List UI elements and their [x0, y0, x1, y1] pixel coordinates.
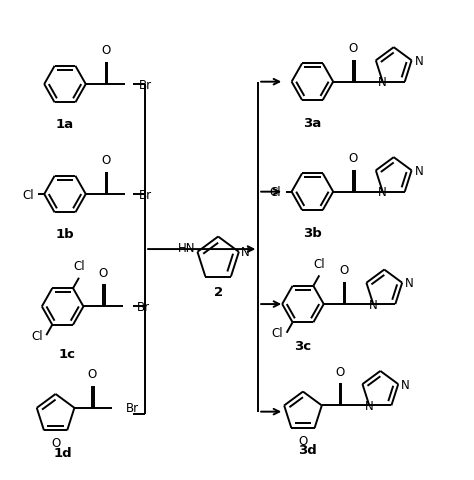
- Text: N: N: [241, 246, 250, 259]
- Text: O: O: [335, 365, 344, 378]
- Text: Cl: Cl: [73, 260, 85, 273]
- Text: 1d: 1d: [54, 446, 72, 459]
- Text: Br: Br: [139, 188, 152, 201]
- Text: N: N: [405, 276, 414, 289]
- Text: Cl: Cl: [22, 188, 34, 201]
- Text: N: N: [414, 165, 423, 178]
- Text: Cl: Cl: [269, 186, 281, 199]
- Text: O: O: [51, 436, 60, 449]
- Text: 2: 2: [214, 285, 223, 298]
- Text: N: N: [365, 399, 374, 412]
- Text: Cl: Cl: [271, 326, 283, 339]
- Text: N: N: [369, 298, 378, 311]
- Text: 1c: 1c: [59, 348, 76, 360]
- Text: 1a: 1a: [56, 118, 74, 131]
- Text: 3d: 3d: [298, 444, 317, 456]
- Text: 1b: 1b: [55, 228, 74, 240]
- Text: O: O: [101, 44, 110, 57]
- Text: HN: HN: [178, 242, 195, 255]
- Text: O: O: [339, 264, 348, 276]
- Text: Br: Br: [126, 401, 139, 415]
- Text: O: O: [298, 434, 308, 447]
- Text: O: O: [88, 367, 97, 380]
- Text: O: O: [348, 152, 357, 165]
- Text: N: N: [414, 55, 423, 68]
- Text: Br: Br: [139, 78, 152, 91]
- Text: Br: Br: [137, 300, 150, 313]
- Text: N: N: [378, 76, 387, 89]
- Text: Cl: Cl: [31, 329, 43, 342]
- Text: 3b: 3b: [303, 227, 322, 240]
- Text: O: O: [101, 154, 110, 167]
- Text: 3a: 3a: [303, 117, 321, 130]
- Text: 3c: 3c: [294, 339, 311, 352]
- Text: N: N: [378, 186, 387, 199]
- Text: N: N: [401, 378, 410, 391]
- Text: O: O: [348, 42, 357, 55]
- Text: Cl: Cl: [313, 257, 325, 270]
- Text: O: O: [99, 266, 108, 279]
